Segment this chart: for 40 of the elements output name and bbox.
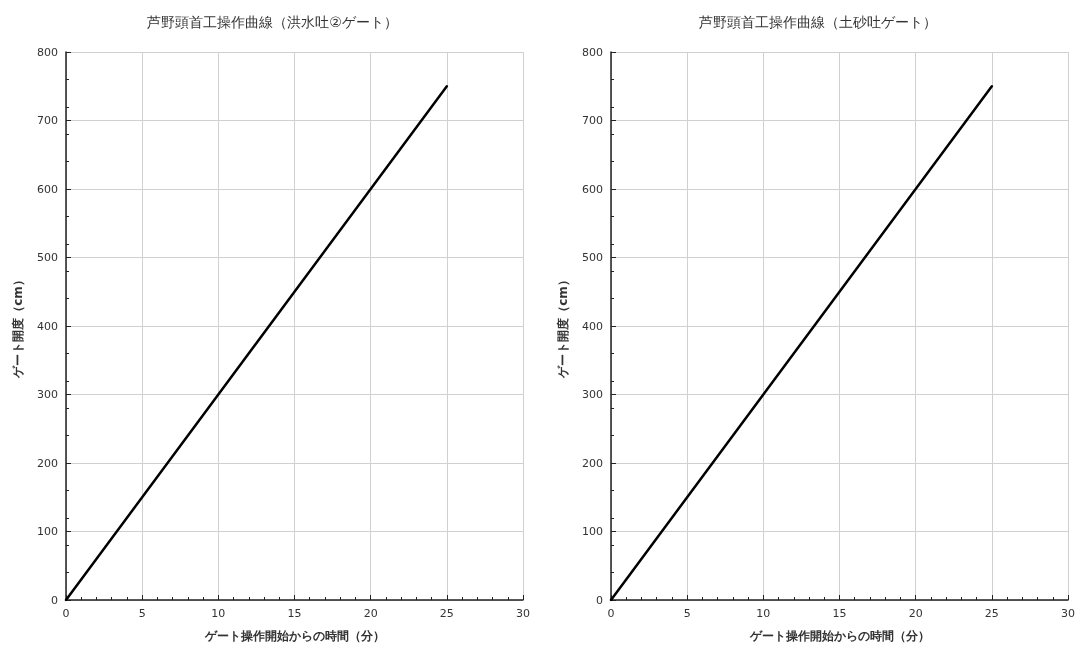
- y-tick-label: 0: [51, 593, 58, 607]
- x-tick-label: 0: [607, 607, 615, 620]
- x-tick-label: 25: [439, 607, 454, 620]
- x-tick-label: 15: [287, 607, 302, 620]
- y-tick-label: 100: [37, 525, 58, 538]
- line-series: [609, 85, 994, 602]
- y-tick-label: 100: [582, 525, 603, 538]
- y-tick-label: 200: [37, 456, 58, 470]
- x-tick-label: 10: [756, 607, 771, 620]
- x-axis-title: ゲート操作開始からの時間（分）: [203, 629, 385, 643]
- y-tick-label: 400: [37, 319, 58, 333]
- x-tick-label: 20: [363, 607, 378, 620]
- y-axis-title: ゲート開度（cm）: [556, 274, 570, 379]
- y-tick-label: 600: [37, 182, 58, 196]
- x-tick-label: 30: [1061, 607, 1075, 620]
- chart-title: 芦野頭首工操作曲線（土砂吐ゲート）: [698, 14, 937, 30]
- y-tick-label: 400: [582, 319, 603, 333]
- x-tick-label: 10: [211, 607, 226, 620]
- line-series: [64, 85, 449, 602]
- y-tick-label: 700: [582, 114, 603, 127]
- x-tick-label: 5: [138, 607, 146, 620]
- y-tick-label: 500: [37, 251, 58, 264]
- y-tick-label: 300: [37, 388, 58, 401]
- y-axis-title: ゲート開度（cm）: [11, 274, 25, 379]
- x-tick-label: 25: [984, 607, 999, 620]
- y-tick-label: 500: [582, 251, 603, 264]
- x-axis-title: ゲート操作開始からの時間（分）: [748, 629, 930, 643]
- x-tick-label: 15: [832, 607, 847, 620]
- x-tick-label: 5: [683, 607, 691, 620]
- y-tick-label: 800: [582, 45, 603, 59]
- y-tick-label: 800: [37, 45, 58, 59]
- x-tick-label: 30: [516, 607, 530, 620]
- y-tick-label: 200: [582, 456, 603, 470]
- y-tick-label: 600: [582, 182, 603, 196]
- chart-title: 芦野頭首工操作曲線（洪水吐②ゲート）: [147, 14, 398, 30]
- x-tick-label: 20: [908, 607, 923, 620]
- y-tick-label: 300: [582, 388, 603, 401]
- y-tick-label: 0: [596, 593, 603, 607]
- x-tick-label: 0: [62, 607, 70, 620]
- y-tick-label: 700: [37, 114, 58, 127]
